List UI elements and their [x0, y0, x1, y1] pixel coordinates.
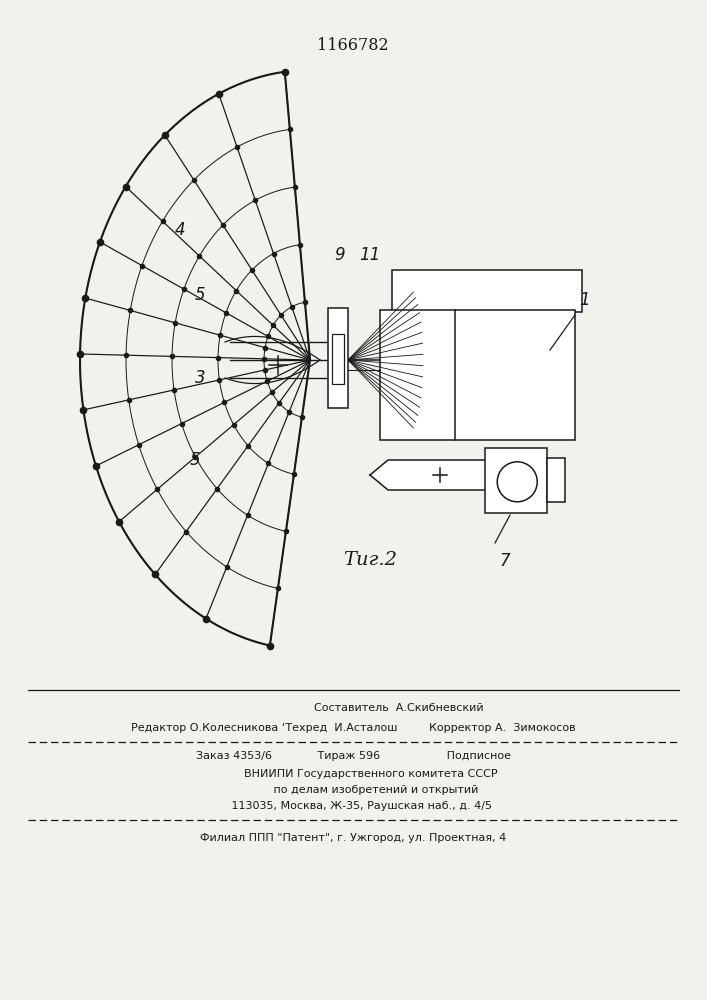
Text: Редактор О.Колесникова ‘Техред  И.Асталош         Корректор А.  Зимокосов: Редактор О.Колесникова ‘Техред И.Асталош… [131, 723, 575, 733]
Circle shape [497, 462, 537, 502]
Text: Заказ 4353/6             Тираж 596                   Подписное: Заказ 4353/6 Тираж 596 Подписное [196, 751, 510, 761]
Text: Составитель  А.Скибневский: Составитель А.Скибневский [223, 703, 484, 713]
Text: 1166782: 1166782 [317, 36, 389, 53]
Text: 113035, Москва, Ж-35, Раушская наб., д. 4/5: 113035, Москва, Ж-35, Раушская наб., д. … [214, 801, 492, 811]
Text: 9: 9 [334, 246, 345, 264]
Text: 5: 5 [194, 286, 205, 304]
Bar [547, 458, 565, 502]
Bar [332, 334, 344, 384]
Polygon shape [370, 460, 500, 490]
Text: Филиал ППП "Патент", г. Ужгород, ул. Проектная, 4: Филиал ППП "Патент", г. Ужгород, ул. Про… [200, 833, 506, 843]
Text: 4: 4 [175, 221, 185, 239]
Bar [392, 270, 582, 312]
Text: 7: 7 [500, 552, 510, 570]
Text: Τиг.2: Τиг.2 [343, 551, 397, 569]
Text: по делам изобретений и открытий: по делам изобретений и открытий [228, 785, 478, 795]
Text: 3: 3 [194, 369, 205, 387]
Text: 11: 11 [359, 246, 380, 264]
Bar [328, 308, 348, 408]
Text: 1: 1 [580, 291, 590, 309]
Text: ВНИИПИ Государственного комитета СССР: ВНИИПИ Государственного комитета СССР [209, 769, 497, 779]
Text: 5: 5 [189, 451, 200, 469]
Bar [485, 448, 547, 513]
Bar [380, 310, 575, 440]
